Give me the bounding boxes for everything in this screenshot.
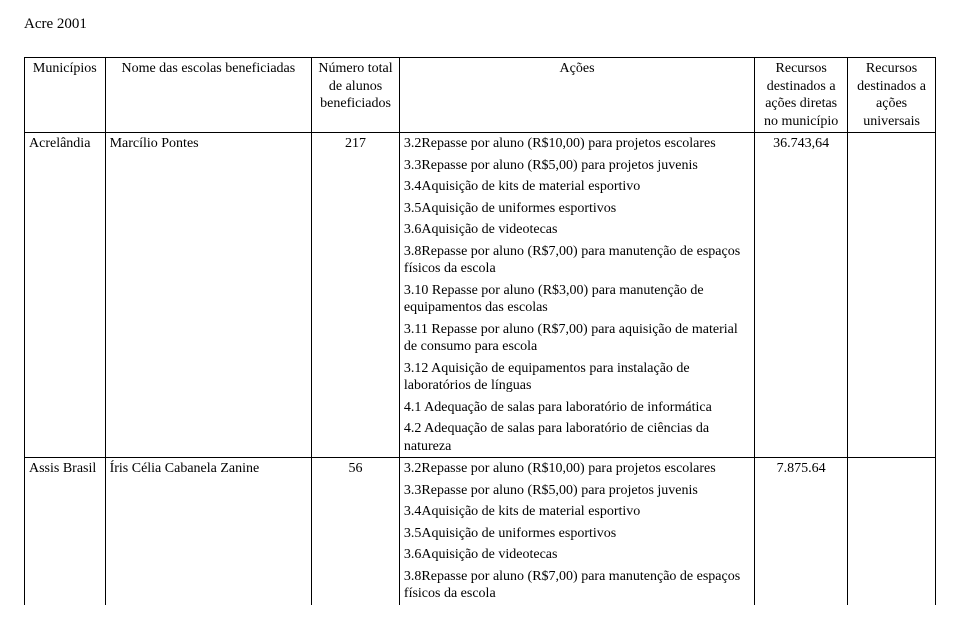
cell-rec2: [848, 458, 936, 605]
action-item: 3.4Aquisição de kits de material esporti…: [404, 503, 750, 521]
action-item: 3.5Aquisição de uniformes esportivos: [404, 200, 750, 218]
col-header-rec2: Recursosdestinados aaçõesuniversais: [848, 58, 936, 133]
action-item: 3.8Repasse por aluno (R$7,00) para manut…: [404, 568, 750, 603]
cell-rec1: 7.875.64: [755, 458, 848, 605]
cell-acoes: 3.2Repasse por aluno (R$10,00) para proj…: [399, 133, 754, 458]
cell-escola: Marcílio Pontes: [105, 133, 312, 458]
action-item: 3.5Aquisição de uniformes esportivos: [404, 525, 750, 543]
action-item: 4.1 Adequação de salas para laboratório …: [404, 399, 750, 417]
cell-municipio: Acrelândia: [25, 133, 106, 458]
action-item: 3.11 Repasse por aluno (R$7,00) para aqu…: [404, 321, 750, 356]
cell-escola: Íris Célia Cabanela Zanine: [105, 458, 312, 605]
action-item: 4.2 Adequação de salas para laboratório …: [404, 420, 750, 455]
cell-rec2: [848, 133, 936, 458]
cell-acoes: 3.2Repasse por aluno (R$10,00) para proj…: [399, 458, 754, 605]
cell-numero: 56: [312, 458, 400, 605]
cell-municipio: Assis Brasil: [25, 458, 106, 605]
action-item: 3.4Aquisição de kits de material esporti…: [404, 178, 750, 196]
page-title: Acre 2001: [24, 16, 936, 33]
action-item: 3.6Aquisição de videotecas: [404, 221, 750, 239]
action-item: 3.6Aquisição de videotecas: [404, 546, 750, 564]
col-header-escola: Nome das escolas beneficiadas: [105, 58, 312, 133]
table-header-row: Municípios Nome das escolas beneficiadas…: [25, 58, 936, 133]
action-item: 3.12 Aquisição de equipamentos para inst…: [404, 360, 750, 395]
action-item: 3.2Repasse por aluno (R$10,00) para proj…: [404, 135, 750, 153]
action-item: 3.2Repasse por aluno (R$10,00) para proj…: [404, 460, 750, 478]
cell-rec1: 36.743,64: [755, 133, 848, 458]
col-header-rec1: Recursosdestinados aações diretasno muni…: [755, 58, 848, 133]
table-row: Acrelândia Marcílio Pontes 217 3.2Repass…: [25, 133, 936, 458]
action-item: 3.3Repasse por aluno (R$5,00) para proje…: [404, 482, 750, 500]
action-item: 3.8Repasse por aluno (R$7,00) para manut…: [404, 243, 750, 278]
col-header-numero: Número totalde alunosbeneficiados: [312, 58, 400, 133]
col-header-municipio: Municípios: [25, 58, 106, 133]
action-item: 3.3Repasse por aluno (R$5,00) para proje…: [404, 157, 750, 175]
table-row: Assis Brasil Íris Célia Cabanela Zanine …: [25, 458, 936, 605]
data-table: Municípios Nome das escolas beneficiadas…: [24, 57, 936, 605]
col-header-acoes: Ações: [399, 58, 754, 133]
action-item: 3.10 Repasse por aluno (R$3,00) para man…: [404, 282, 750, 317]
cell-numero: 217: [312, 133, 400, 458]
